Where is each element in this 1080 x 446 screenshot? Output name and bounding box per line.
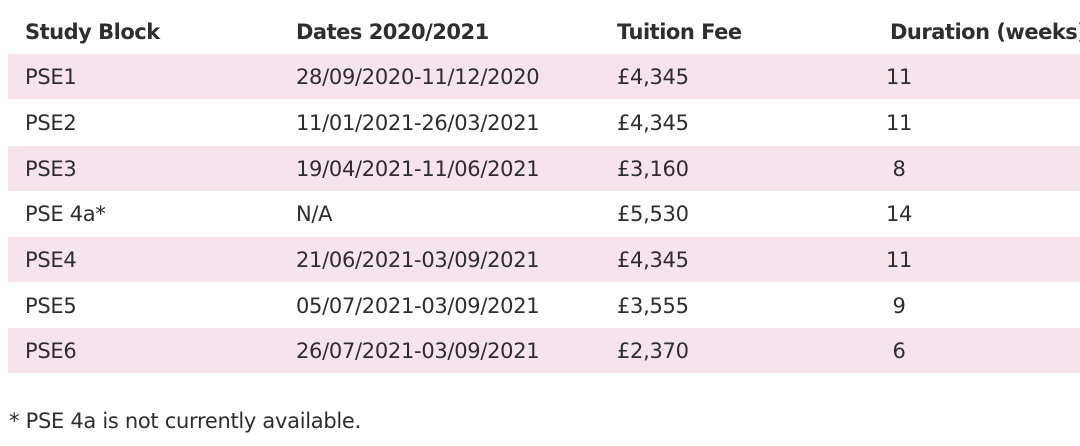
cell-tuition-fee: £2,370 [617, 338, 689, 363]
cell-tuition-fee: £5,530 [617, 201, 689, 226]
cell-dates: 11/01/2021-26/03/2021 [296, 110, 540, 135]
cell-study-block: PSE4 [25, 247, 77, 272]
cell-study-block: PSE2 [25, 110, 77, 135]
table-row: PSE2 11/01/2021-26/03/2021 £4,345 11 [8, 100, 1080, 145]
header-dates: Dates 2020/2021 [296, 20, 489, 44]
table-row: PSE6 26/07/2021-03/09/2021 £2,370 6 [8, 328, 1080, 373]
cell-dates: 28/09/2020-11/12/2020 [296, 64, 540, 89]
cell-duration: 9 [892, 293, 906, 318]
cell-study-block: PSE6 [25, 338, 77, 363]
table-row: PSE5 05/07/2021-03/09/2021 £3,555 9 [8, 283, 1080, 328]
cell-dates: 19/04/2021-11/06/2021 [296, 156, 540, 181]
cell-study-block: PSE 4a* [25, 201, 106, 226]
cell-duration: 6 [892, 338, 906, 363]
cell-study-block: PSE5 [25, 293, 77, 318]
cell-dates: 05/07/2021-03/09/2021 [296, 293, 540, 318]
table-row: PSE 4a* N/A £5,530 14 [8, 191, 1080, 236]
cell-tuition-fee: £4,345 [617, 110, 689, 135]
header-duration: Duration (weeks) [890, 20, 1080, 44]
table-row: PSE3 19/04/2021-11/06/2021 £3,160 8 [8, 146, 1080, 191]
cell-duration: 8 [892, 156, 906, 181]
cell-tuition-fee: £4,345 [617, 64, 689, 89]
cell-duration: 11 [885, 247, 913, 272]
header-tuition-fee: Tuition Fee [617, 20, 742, 44]
cell-study-block: PSE1 [25, 64, 77, 89]
cell-tuition-fee: £3,160 [617, 156, 689, 181]
footnote: * PSE 4a is not currently available. [9, 409, 361, 433]
cell-dates: N/A [296, 201, 333, 226]
cell-dates: 26/07/2021-03/09/2021 [296, 338, 540, 363]
cell-duration: 11 [885, 110, 913, 135]
cell-tuition-fee: £3,555 [617, 293, 689, 318]
cell-study-block: PSE3 [25, 156, 77, 181]
header-study-block: Study Block [25, 20, 160, 44]
table-header: Study Block Dates 2020/2021 Tuition Fee … [0, 14, 1080, 50]
cell-dates: 21/06/2021-03/09/2021 [296, 247, 540, 272]
cell-tuition-fee: £4,345 [617, 247, 689, 272]
cell-duration: 11 [885, 64, 913, 89]
cell-duration: 14 [885, 201, 913, 226]
table-row: PSE4 21/06/2021-03/09/2021 £4,345 11 [8, 237, 1080, 282]
table-row: PSE1 28/09/2020-11/12/2020 £4,345 11 [8, 54, 1080, 99]
